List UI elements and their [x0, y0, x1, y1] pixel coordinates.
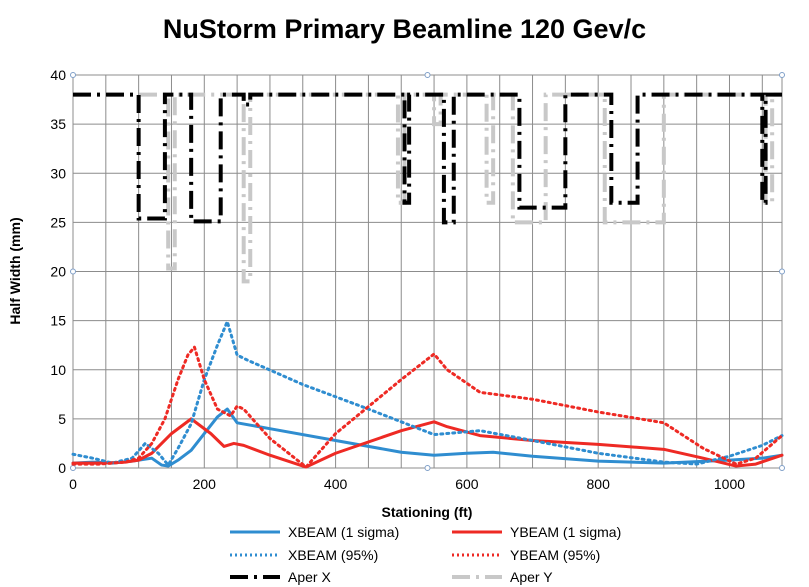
- x-tick-label: 200: [193, 476, 217, 492]
- legend-item-xbeam-1sigma[interactable]: XBEAM (1 sigma): [230, 522, 399, 542]
- frame-handle: [70, 268, 76, 275]
- beam-series: [71, 320, 784, 469]
- legend-item-xbeam-95[interactable]: XBEAM (95%): [230, 545, 378, 565]
- frame-handle: [424, 72, 431, 78]
- legend-item-aper-y[interactable]: Aper Y: [452, 567, 553, 587]
- x-tick-label: 600: [455, 476, 479, 492]
- y-tick-label: 25: [50, 214, 66, 230]
- legend-item-ybeam-1sigma[interactable]: YBEAM (1 sigma): [452, 522, 621, 542]
- frame-handle: [779, 268, 785, 275]
- legend-swatch-aper-x: [230, 575, 280, 579]
- frame-handle: [424, 465, 431, 471]
- chart-title: NuStorm Primary Beamline 120 Gev/c: [162, 14, 647, 44]
- legend-label: YBEAM (95%): [510, 547, 601, 563]
- legend-item-ybeam-95[interactable]: YBEAM (95%): [452, 545, 600, 565]
- aper-y-line: [73, 92, 782, 284]
- legend-label: YBEAM (1 sigma): [510, 524, 622, 540]
- legend-swatch-xbeam-1sigma: [230, 530, 280, 534]
- y-tick-label: 40: [50, 67, 66, 83]
- legend-item-aper-x[interactable]: Aper X: [230, 567, 331, 587]
- legend-label: XBEAM (95%): [288, 547, 379, 563]
- frame-handle: [70, 72, 76, 78]
- y-tick-label: 15: [50, 313, 66, 329]
- y-tick-label: 5: [58, 411, 66, 427]
- legend-label: XBEAM (1 sigma): [288, 524, 400, 540]
- legend-swatch-ybeam-1sigma: [452, 530, 502, 534]
- legend-swatch-aper-y: [452, 575, 502, 579]
- legend: XBEAM (1 sigma) YBEAM (1 sigma) XBEAM (9…: [230, 522, 650, 586]
- y-tick-label: 20: [50, 264, 66, 280]
- legend-label: Aper X: [288, 569, 331, 585]
- frame-handle: [70, 465, 76, 471]
- grid: [70, 72, 785, 471]
- y-axis-title: Half Width (mm): [7, 217, 23, 324]
- aperture-lines: [73, 92, 782, 284]
- axis-ticks: 0 200 400 600 800 1000 0 5 10 15 20 25 30 35 40: [50, 67, 745, 492]
- ybeam-95-line: [71, 345, 784, 469]
- y-tick-label: 30: [50, 165, 66, 181]
- legend-swatch-xbeam-95: [230, 553, 280, 557]
- frame-handle: [779, 465, 785, 471]
- y-tick-label: 10: [50, 362, 66, 378]
- y-tick-label: 0: [58, 460, 66, 476]
- x-tick-label: 1000: [714, 476, 745, 492]
- legend-swatch-ybeam-95: [452, 553, 502, 557]
- x-tick-label: 400: [324, 476, 348, 492]
- x-axis-title: Stationing (ft): [382, 504, 473, 520]
- frame-handle: [779, 72, 785, 78]
- xbeam-1sigma-line: [71, 407, 784, 468]
- legend-label: Aper Y: [510, 569, 553, 585]
- aper-x-line: [73, 92, 782, 225]
- y-tick-label: 35: [50, 116, 66, 132]
- xbeam-95-line: [71, 320, 784, 467]
- x-tick-label: 800: [587, 476, 611, 492]
- x-tick-label: 0: [69, 476, 77, 492]
